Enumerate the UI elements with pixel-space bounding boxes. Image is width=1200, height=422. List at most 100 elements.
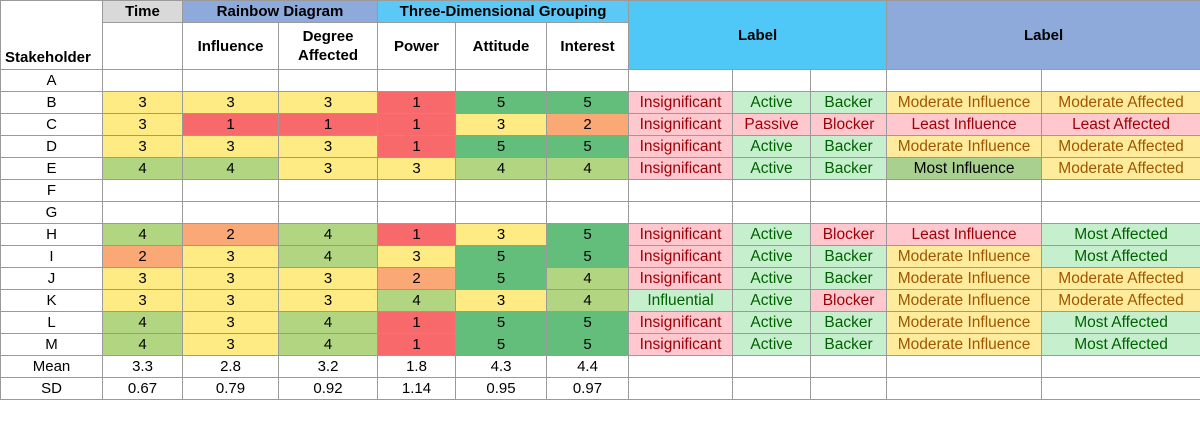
degree-score: 4 [278, 311, 378, 334]
empty-cell [886, 377, 1043, 400]
power-score: 3 [377, 157, 456, 180]
label-cell [810, 179, 888, 202]
table-row: F [0, 179, 1200, 202]
summary-row: SD 0.67 0.79 0.92 1.14 0.95 0.97 [0, 377, 1200, 400]
label-cell: Insignificant [628, 311, 734, 334]
attitude-summary: 4.3 [455, 355, 547, 378]
label-cell: Moderate Influence [886, 333, 1043, 356]
stakeholder-header: Stakeholder [0, 0, 103, 70]
degree-score [278, 69, 378, 92]
time-score: 4 [102, 157, 183, 180]
three-dimensional-grouping-header: Three-Dimensional Grouping [376, 0, 630, 23]
label-cell: Insignificant [628, 135, 734, 158]
table-row: M 4 3 4 1 5 5 Insignificant Active Backer Moderate… [0, 333, 1200, 356]
time-score: 2 [102, 245, 183, 268]
degree-score: 4 [278, 333, 378, 356]
interest-score [545, 179, 630, 202]
stakeholder-id: I [0, 245, 103, 268]
degree-score: 3 [278, 289, 378, 312]
label-cell: Moderate Affected [1041, 267, 1200, 290]
rainbow-diagram-header: Rainbow Diagram [182, 0, 378, 23]
time-score: 3 [102, 91, 183, 114]
power-score [377, 201, 456, 224]
label-cell: Active [732, 311, 812, 334]
time-score: 3 [102, 113, 183, 136]
label-cell: Moderate Influence [886, 289, 1043, 312]
table-row: H 4 2 4 1 3 5 Insignificant Active Blocker Least I… [0, 223, 1200, 246]
stakeholder-id: M [0, 333, 103, 356]
interest-score: 5 [545, 311, 630, 334]
label-header-2: Label [886, 0, 1200, 70]
influence-score: 3 [182, 267, 279, 290]
influence-score: 3 [182, 311, 279, 334]
table-row: J 3 3 3 2 5 4 Insignificant Active Backer Moderate… [0, 267, 1200, 290]
empty-cell [628, 355, 734, 378]
label-cell [1041, 69, 1200, 92]
label-cell [886, 201, 1043, 224]
table-row: B 3 3 3 1 5 5 Insignificant Active Backer Moderate… [0, 91, 1200, 114]
degree-score: 4 [278, 245, 378, 268]
label-cell: Active [732, 267, 812, 290]
interest-score: 5 [545, 223, 630, 246]
power-header: Power [377, 22, 456, 70]
label-cell: Backer [810, 333, 888, 356]
time-score: 4 [102, 333, 183, 356]
power-score: 1 [377, 135, 456, 158]
label-cell: Backer [810, 267, 888, 290]
label-cell: Backer [810, 135, 888, 158]
stakeholder-id: K [0, 289, 103, 312]
label-cell: Most Influence [886, 157, 1043, 180]
influence-score [182, 179, 279, 202]
label-cell: Backer [810, 91, 888, 114]
power-score: 4 [377, 289, 456, 312]
label-cell: Moderate Influence [886, 135, 1043, 158]
power-summary: 1.14 [377, 377, 456, 400]
table-row: C 3 1 1 1 3 2 Insignificant Passive Blocker Least … [0, 113, 1200, 136]
label-cell: Least Influence [886, 223, 1043, 246]
empty-cell [732, 355, 812, 378]
table-row: K 3 3 3 4 3 4 Influential Active Blocker Moderate … [0, 289, 1200, 312]
label-cell [1041, 201, 1200, 224]
interest-score [545, 69, 630, 92]
power-score: 2 [377, 267, 456, 290]
label-cell: Active [732, 245, 812, 268]
label-cell: Most Affected [1041, 333, 1200, 356]
label-cell: Insignificant [628, 267, 734, 290]
degree-score: 3 [278, 267, 378, 290]
stakeholder-id: E [0, 157, 103, 180]
label-cell: Insignificant [628, 91, 734, 114]
table-row: G [0, 201, 1200, 224]
empty-cell [1041, 377, 1200, 400]
interest-score [545, 201, 630, 224]
time-score: 3 [102, 135, 183, 158]
label-cell: Moderate Affected [1041, 91, 1200, 114]
time-summary: 0.67 [102, 377, 183, 400]
label-cell: Most Affected [1041, 311, 1200, 334]
degree-score: 1 [278, 113, 378, 136]
attitude-score: 5 [455, 267, 547, 290]
interest-score: 4 [545, 267, 630, 290]
label-cell: Active [732, 289, 812, 312]
interest-score: 4 [545, 289, 630, 312]
stakeholder-id: L [0, 311, 103, 334]
label-cell: Insignificant [628, 333, 734, 356]
degree-summary: 0.92 [278, 377, 378, 400]
time-score: 4 [102, 311, 183, 334]
label-cell: Insignificant [628, 157, 734, 180]
interest-summary: 0.97 [545, 377, 630, 400]
influence-header: Influence [182, 22, 279, 70]
attitude-score: 3 [455, 289, 547, 312]
summary-label: SD [0, 377, 103, 400]
attitude-score: 5 [455, 333, 547, 356]
degree-score: 3 [278, 157, 378, 180]
attitude-summary: 0.95 [455, 377, 547, 400]
attitude-score: 5 [455, 245, 547, 268]
power-score [377, 179, 456, 202]
interest-score: 5 [545, 91, 630, 114]
label-cell: Least Affected [1041, 113, 1200, 136]
empty-cell [1041, 355, 1200, 378]
empty-cell [810, 377, 888, 400]
label-cell: Influential [628, 289, 734, 312]
stakeholder-id: F [0, 179, 103, 202]
label-cell [732, 201, 812, 224]
